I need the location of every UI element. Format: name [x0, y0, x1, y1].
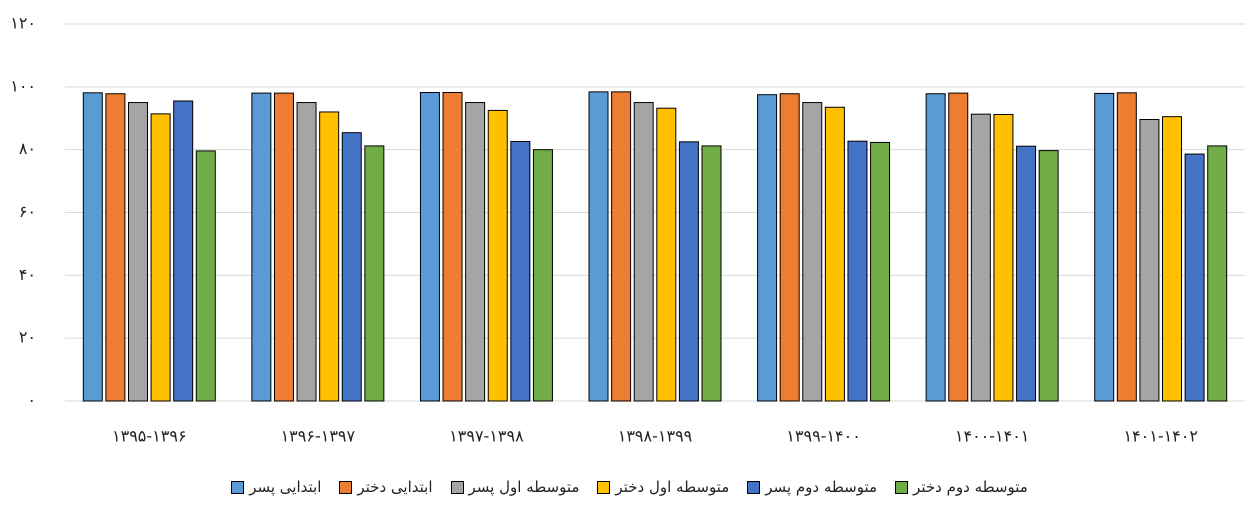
legend-swatch: [450, 480, 464, 494]
legend: ابتدایی پسر ابتدایی دختر متوسطه اول پسر متو…: [0, 478, 1259, 496]
x-tick-label: ۱۴۰۱-۱۴۰۲: [1123, 427, 1198, 446]
legend-swatch: [895, 480, 909, 494]
x-tick-label: ۱۳۹۸-۱۳۹۹: [618, 427, 693, 446]
legend-item: متوسطه دوم دختر: [895, 478, 1028, 496]
bar: [150, 113, 171, 402]
bar: [532, 149, 553, 402]
bar: [364, 145, 385, 402]
legend-label: متوسطه دوم دختر: [913, 478, 1028, 496]
bar: [656, 107, 677, 402]
bar: [127, 102, 148, 402]
bar: [465, 102, 486, 402]
bar: [1184, 153, 1205, 402]
plot: ۰ ۲۰ ۴۰ ۶۰ ۸۰ ۱۰۰ ۱۲۰ ۱۳۹۵-۱۳۹۶ ۱۳۹۶-۱۳۹۷ ۱۳۹۷-۱۳…: [10, 14, 1245, 446]
bar: [296, 102, 317, 402]
bar: [273, 92, 294, 402]
bar: [970, 113, 991, 402]
bar: [173, 100, 194, 402]
bar: [510, 140, 531, 402]
legend-label: ابتدایی دختر: [357, 478, 433, 496]
bar: [1207, 145, 1228, 402]
bar: [1038, 150, 1059, 402]
x-tick-label: ۱۴۰۰-۱۴۰۱: [955, 427, 1030, 446]
bar: [1094, 92, 1115, 402]
legend-item: ابتدایی پسر: [231, 478, 321, 496]
bar: [442, 91, 463, 402]
bar: [870, 141, 891, 402]
legend-label: متوسطه دوم پسر: [765, 478, 878, 496]
legend-swatch: [597, 480, 611, 494]
bar: [779, 93, 800, 402]
legend-label: متوسطه اول پسر: [468, 478, 580, 496]
y-tick-label: ۲۰: [19, 328, 36, 347]
bar: [633, 102, 654, 402]
bar: [701, 145, 722, 402]
bar: [419, 91, 440, 402]
legend-swatch: [231, 480, 245, 494]
legend-swatch: [747, 480, 761, 494]
bar: [993, 113, 1014, 402]
bar: [757, 94, 778, 402]
x-tick-label: ۱۳۹۵-۱۳۹۶: [112, 427, 187, 446]
bar: [105, 93, 126, 402]
bar: [341, 132, 362, 402]
bar: [948, 92, 969, 402]
legend-item: ابتدایی دختر: [339, 478, 433, 496]
bar: [1016, 145, 1037, 402]
y-tick-label: ۱۲۰: [10, 14, 36, 33]
y-tick-label: ۱۰۰: [10, 76, 36, 95]
bar: [1139, 119, 1160, 402]
bar: [251, 92, 272, 402]
legend-swatch: [339, 480, 353, 494]
legend-label: متوسطه اول دختر: [615, 478, 730, 496]
bar: [487, 109, 508, 402]
legend-item: متوسطه دوم پسر: [747, 478, 877, 496]
bar: [319, 111, 340, 402]
legend-item: متوسطه اول دختر: [597, 478, 729, 496]
bar: [82, 92, 103, 402]
legend-item: متوسطه اول پسر: [450, 478, 580, 496]
bar: [1116, 92, 1137, 402]
bar: [678, 141, 699, 402]
x-tick-label: ۱۳۹۷-۱۳۹۸: [449, 427, 524, 446]
legend-label: ابتدایی پسر: [249, 478, 322, 496]
bar: [195, 150, 216, 402]
bar: [611, 91, 632, 402]
bar: [824, 106, 845, 402]
bar: [588, 91, 609, 402]
x-tick-label: ۱۳۹۶-۱۳۹۷: [281, 427, 356, 446]
bar: [847, 140, 868, 402]
y-tick-label: ۰: [27, 391, 36, 410]
y-tick-label: ۴۰: [19, 265, 36, 284]
y-tick-label: ۶۰: [19, 202, 36, 221]
bar: [802, 102, 823, 402]
x-tick-label: ۱۳۹۹-۱۴۰۰: [786, 427, 861, 446]
bar: [925, 93, 946, 402]
y-tick-label: ۸۰: [19, 139, 36, 158]
bar: [1162, 116, 1183, 402]
